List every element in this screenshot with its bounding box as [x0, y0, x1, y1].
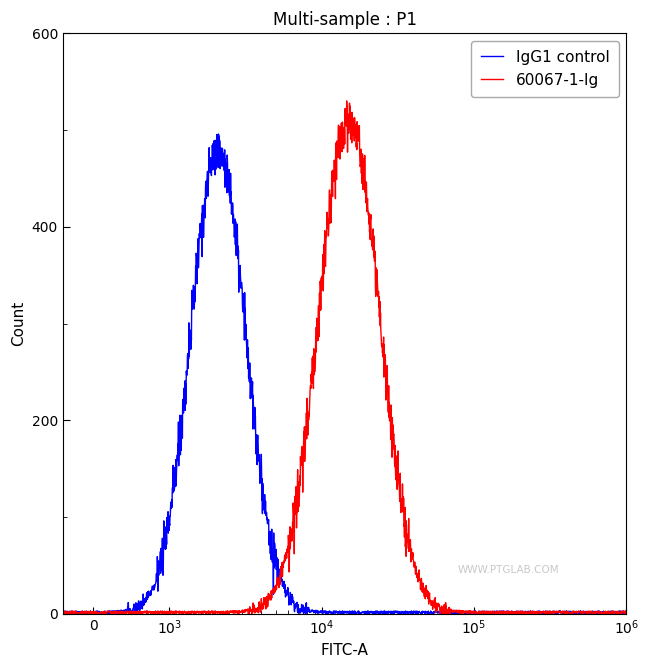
IgG1 control — [59, 609, 67, 617]
Line: 60067-1-Ig: 60067-1-Ig — [63, 101, 626, 614]
60067-1-Ig — [88, 609, 96, 617]
Y-axis label: Count: Count — [11, 301, 26, 347]
60067-1-Ig — [343, 97, 350, 105]
IgG1 control — [214, 130, 222, 138]
IgG1 control — [606, 607, 614, 615]
60067-1-Ig — [244, 610, 252, 618]
60067-1-Ig — [622, 607, 630, 615]
IgG1 control — [88, 609, 96, 617]
Legend: IgG1 control, 60067-1-Ig: IgG1 control, 60067-1-Ig — [471, 41, 619, 97]
60067-1-Ig — [606, 609, 614, 617]
IgG1 control — [318, 609, 326, 617]
60067-1-Ig — [503, 609, 511, 617]
60067-1-Ig — [59, 609, 67, 617]
60067-1-Ig — [318, 272, 326, 280]
IgG1 control — [125, 610, 133, 618]
Line: IgG1 control: IgG1 control — [63, 134, 626, 614]
60067-1-Ig — [333, 150, 341, 158]
IgG1 control — [333, 607, 341, 615]
Title: Multi-sample : P1: Multi-sample : P1 — [272, 11, 417, 29]
X-axis label: FITC-A: FITC-A — [320, 643, 369, 658]
Text: WWW.PTGLAB.COM: WWW.PTGLAB.COM — [457, 565, 559, 575]
60067-1-Ig — [606, 609, 614, 617]
IgG1 control — [503, 609, 511, 617]
IgG1 control — [622, 608, 630, 616]
IgG1 control — [606, 607, 614, 615]
